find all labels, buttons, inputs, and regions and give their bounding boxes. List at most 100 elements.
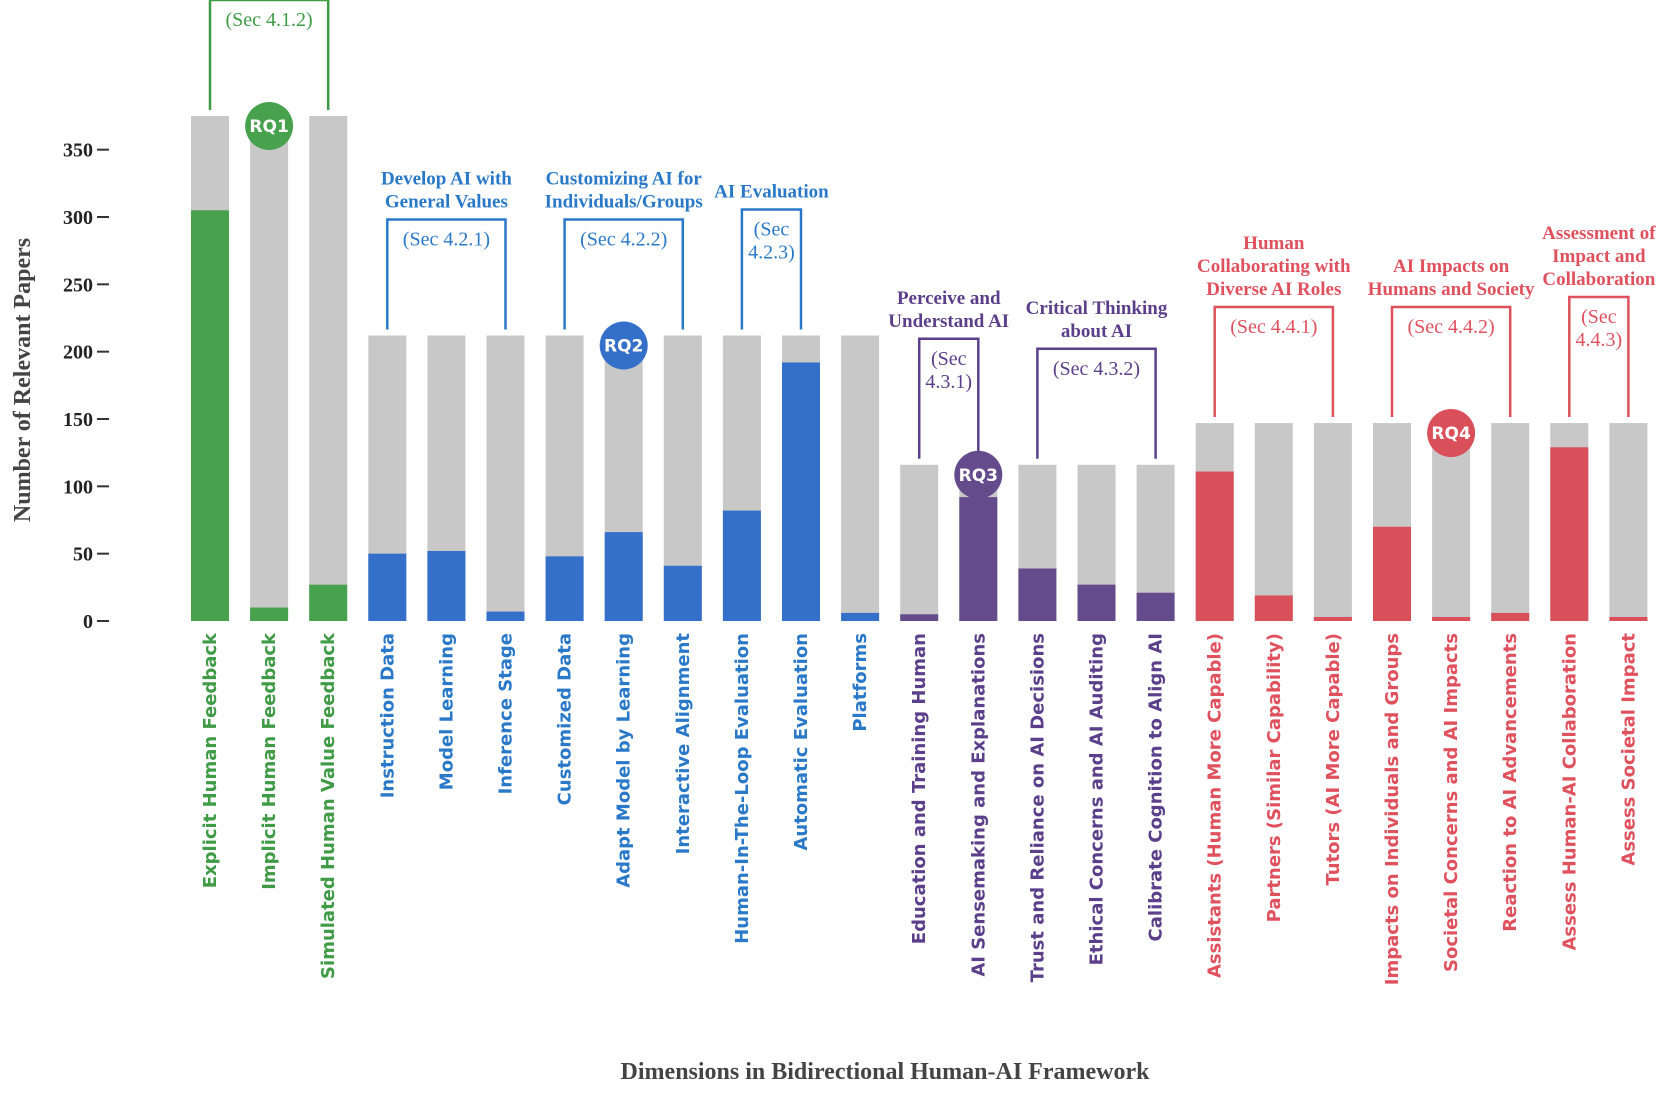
x-tick-label: Simulated Human Value Feedback [318, 632, 339, 979]
x-tick-label: Interactive Alignment [673, 633, 694, 855]
annotation-section: (Sec 4.4.2) [1407, 316, 1494, 338]
rq-badge-label: RQ1 [249, 117, 288, 137]
rq-badge: RQ1 [245, 102, 294, 150]
annotation-section: (Sec 4.1.2) [225, 9, 312, 31]
bar-value [1373, 526, 1411, 621]
x-tick-label: Assess Societal Impact [1618, 633, 1639, 866]
y-axis-title: Number of Relevant Papers [10, 238, 36, 522]
annotation-bracket [1390, 305, 1512, 418]
x-tick-label: Assess Human-AI Collaboration [1559, 633, 1580, 951]
bar-value [1432, 616, 1471, 621]
annotation-bracket [1213, 305, 1335, 418]
y-tick-label: 150 [63, 409, 93, 431]
bar-value [486, 611, 525, 621]
annotation-title: Collaboration [1542, 269, 1655, 290]
bar-value [545, 556, 584, 621]
bar-value [782, 362, 820, 621]
annotation-title: Individuals/Groups [545, 192, 703, 213]
bar-value [191, 210, 229, 621]
x-tick-label: Platforms [850, 633, 871, 732]
annotation-section: (Sec 4.4.1) [1230, 316, 1317, 338]
bar-value [1491, 612, 1530, 621]
y-tick-label: 0 [83, 611, 93, 633]
x-tick-label: Impacts on Individuals and Groups [1382, 633, 1403, 985]
annotation-section: (Sec 4.2.2) [580, 229, 667, 251]
y-tick-label: 100 [63, 476, 93, 498]
bar-total [1254, 423, 1293, 621]
rq-badge-circle [245, 102, 294, 150]
y-tick-label: 50 [73, 544, 93, 566]
x-axis-title: Dimensions in Bidirectional Human-AI Fra… [621, 1059, 1151, 1085]
annotation-bracket [917, 337, 980, 459]
x-tick-label: Ethical Concerns and AI Auditing [1087, 633, 1108, 965]
annotation-title: Critical Thinking [1026, 298, 1168, 319]
bar-total [900, 464, 939, 621]
x-tick-label: Automatic Evaluation [791, 633, 812, 851]
x-tick-label: Explicit Human Feedback [200, 632, 221, 888]
annotation-title: AI Evaluation [714, 182, 829, 203]
x-axis-labels: Explicit Human Feedback Implicit Human Fe… [200, 632, 1639, 985]
annotation-section: (Sec [754, 219, 790, 241]
bar-total [1313, 423, 1352, 621]
bar-value [663, 565, 702, 621]
annotation-bracket [386, 218, 507, 330]
x-tick-label: Reaction to AI Advancements [1500, 633, 1521, 932]
bar-total [841, 335, 880, 621]
annotation-title: Understand AI [888, 311, 1009, 332]
annotation-title: Collaborating with [1197, 256, 1351, 277]
x-tick-label: Human-In-The-Loop Evaluation [732, 633, 753, 944]
bar-value [1018, 568, 1057, 621]
x-tick-label: Model Learning [436, 633, 457, 790]
bar-total [1609, 423, 1648, 621]
bars-layer [191, 116, 1648, 621]
bar-value [1550, 447, 1589, 621]
rq-badge-circle [954, 450, 1003, 499]
bar-value [959, 497, 998, 621]
x-tick-label: AI Sensemaking and Explanations [968, 633, 989, 977]
annotation-section: (Sec 4.3.2) [1053, 358, 1140, 380]
annotation-section: 4.4.3) [1576, 329, 1623, 351]
annotation-title: Develop AI with [381, 169, 512, 190]
annotation-title: Humans and Society [1368, 279, 1535, 300]
annotation-group: (Sec 4.2.2) Customizing AI forIndividuals… [545, 169, 703, 330]
y-tick-label: 300 [63, 207, 93, 229]
bar-total [250, 116, 289, 621]
annotation-title: about AI [1061, 321, 1132, 342]
annotation-title: Customizing AI for [546, 169, 703, 190]
bar-value [1077, 584, 1116, 621]
annotation-section: (Sec 4.2.1) [403, 229, 490, 251]
annotation-bracket [1036, 347, 1157, 459]
annotation-group: (Sec 4.1.2)Interaction Modes toSpecify V… [208, 0, 330, 110]
rq-badge-label: RQ2 [604, 337, 643, 357]
bar-value [1313, 616, 1352, 621]
x-tick-label: Adapt Model by Learning [614, 633, 635, 888]
rq-badge-circle [1427, 409, 1476, 458]
bar-value [1195, 471, 1234, 621]
x-tick-label: Tutors (AI More Capable) [1323, 633, 1344, 886]
bar-value [1609, 616, 1648, 621]
bar-value [427, 550, 466, 621]
x-tick-label: Calibrate Cognition to Align AI [1146, 633, 1167, 941]
rq-badge-label: RQ4 [1431, 424, 1471, 444]
x-tick-label: Assistants (Human More Capable) [1205, 633, 1226, 978]
x-tick-label: Education and Training Human [909, 633, 930, 944]
bar-value [250, 607, 289, 621]
section-annotations: (Sec 4.1.2)Interaction Modes toSpecify V… [208, 0, 1656, 459]
annotation-bracket [740, 208, 803, 330]
y-axis: 0 50 100 150 200 250 300 350 [63, 140, 109, 633]
annotation-section: (Sec [931, 348, 967, 370]
x-tick-label: Partners (Similar Capability) [1264, 633, 1285, 922]
annotation-section: (Sec [1581, 306, 1617, 328]
rq-badge: RQ4 [1427, 409, 1476, 458]
annotation-bracket [1568, 295, 1630, 418]
bar-value [1254, 595, 1293, 621]
x-tick-label: Customized Data [555, 633, 576, 805]
x-tick-label: Inference Stage [496, 633, 517, 794]
annotation-title: General Values [385, 192, 508, 213]
bar-value [900, 614, 939, 621]
